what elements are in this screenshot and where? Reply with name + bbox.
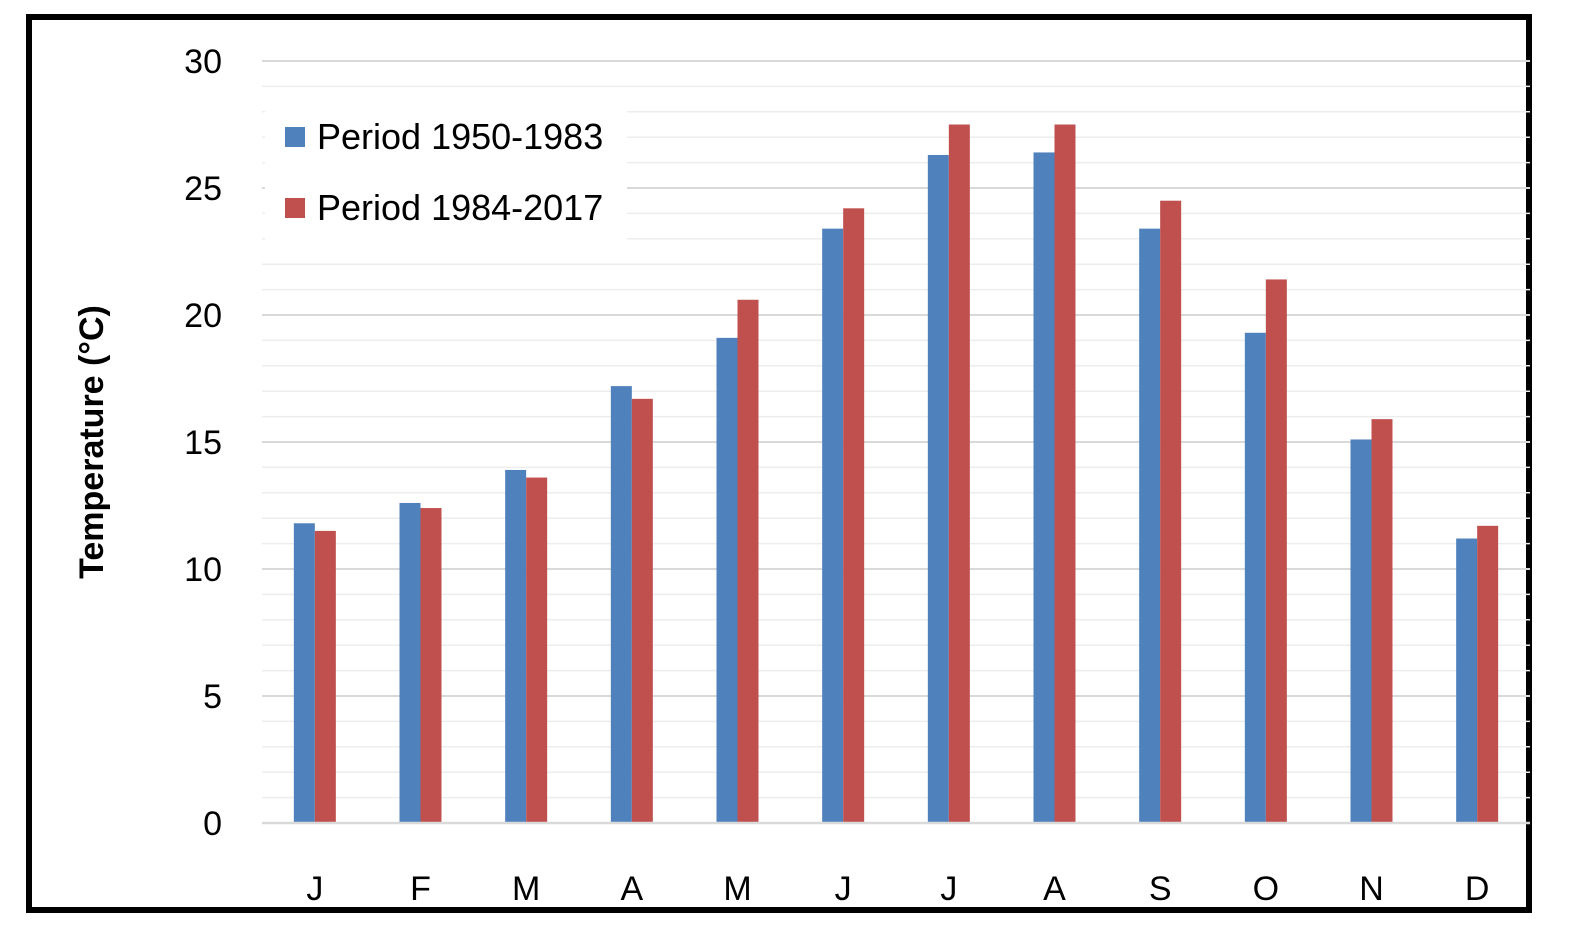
y-tick-label: 0 [203,805,222,843]
bar-period-1984-2017 [314,530,336,823]
legend-label-period-1950-1983: Period 1950-1983 [317,116,603,157]
y-tick-label: 10 [184,551,222,589]
bar-period-1950-1983 [716,337,738,823]
bar-period-1950-1983 [1456,538,1478,823]
legend-background [265,100,627,242]
bar-period-1984-2017 [1160,200,1182,823]
x-tick-label: J [306,870,323,908]
bar-period-1984-2017 [1054,124,1076,823]
bar-period-1950-1983 [1244,332,1266,823]
legend-label-period-1984-2017: Period 1984-2017 [317,187,603,228]
bar-period-1950-1983 [1033,152,1055,823]
bar-period-1984-2017 [1265,279,1287,823]
y-axis-tick-labels: 0 5 10 15 20 25 30 [184,43,222,843]
x-tick-label: F [410,870,431,908]
x-tick-label: J [835,870,852,908]
x-tick-label: J [940,870,957,908]
bar-period-1950-1983 [1139,228,1161,823]
legend-swatch-period-1950-1983 [285,127,305,147]
bar-period-1984-2017 [1477,525,1499,823]
bar-period-1984-2017 [948,124,970,823]
x-tick-label: N [1359,870,1384,908]
bars [293,124,1499,824]
x-tick-label: A [1043,870,1066,908]
bar-period-1984-2017 [737,299,759,823]
bar-period-1950-1983 [822,228,844,823]
bar-period-1984-2017 [631,398,653,823]
x-tick-label: D [1465,870,1490,908]
bar-period-1984-2017 [420,508,442,823]
x-tick-label: M [723,870,751,908]
y-tick-label: 20 [184,297,222,335]
x-tick-label: A [620,870,643,908]
x-tick-label: S [1149,870,1172,908]
bar-period-1950-1983 [1350,439,1372,823]
y-tick-label: 30 [184,43,222,81]
y-tick-label: 15 [184,424,222,462]
bar-period-1950-1983 [927,154,949,824]
bar-period-1950-1983 [610,386,632,823]
x-tick-label: M [512,870,540,908]
legend-swatch-period-1984-2017 [285,198,305,218]
bar-period-1984-2017 [526,477,548,823]
y-tick-label: 5 [203,678,222,716]
bar-period-1950-1983 [293,523,315,823]
bar-period-1950-1983 [505,469,527,823]
bar-period-1984-2017 [843,208,865,823]
bar-period-1984-2017 [1371,419,1393,823]
x-tick-label: O [1253,870,1279,908]
legend: Period 1950-1983 Period 1984-2017 [265,100,627,242]
y-tick-label: 25 [184,170,222,208]
y-axis-title: Temperature (°C) [73,305,111,579]
bar-period-1950-1983 [399,502,421,823]
